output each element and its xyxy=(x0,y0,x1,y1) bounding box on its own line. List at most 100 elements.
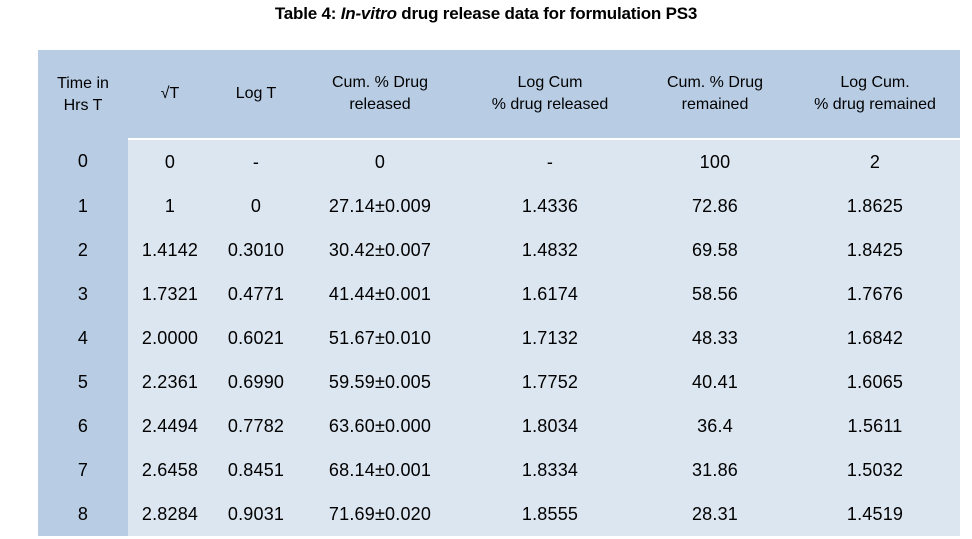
table-cell: - xyxy=(460,138,640,184)
table-caption: Table 4: In-vitro drug release data for … xyxy=(0,4,972,24)
column-header-cum-drug-remained: Cum. % Drug remained xyxy=(640,50,790,139)
table-cell: 2.4494 xyxy=(128,404,212,448)
column-header-log-cum-drug-released: Log Cum % drug released xyxy=(460,50,640,139)
caption-suffix: drug release data for formulation PS3 xyxy=(396,4,698,23)
table-cell: 1.8334 xyxy=(460,448,640,492)
header-line: Log Cum. xyxy=(840,74,910,92)
table-header: Time in Hrs T √T Log T Cum. % Drug relea… xyxy=(38,50,960,139)
header-line: Log T xyxy=(235,85,277,103)
table-cell: 1.5032 xyxy=(790,448,960,492)
table-cell: 1.8034 xyxy=(460,404,640,448)
column-header-sqrt-t: √T xyxy=(128,50,212,139)
table-row: 8 2.8284 0.9031 71.69±0.020 1.8555 28.31 1.451… xyxy=(38,492,960,536)
table-cell: 69.58 xyxy=(640,228,790,272)
header-line: Time in xyxy=(57,74,109,92)
table-cell: 51.67±0.010 xyxy=(300,316,460,360)
row-header-cell: 3 xyxy=(38,272,128,316)
table-row: 7 2.6458 0.8451 68.14±0.001 1.8334 31.86 1.503… xyxy=(38,448,960,492)
table-row: 6 2.4494 0.7782 63.60±0.000 1.8034 36.4 1.5611 xyxy=(38,404,960,448)
header-line: released xyxy=(349,96,411,113)
header-line: Cum. % Drug xyxy=(666,74,764,92)
table-cell: 1.4142 xyxy=(128,228,212,272)
row-header-cell: 6 xyxy=(38,404,128,448)
table-cell: 0.8451 xyxy=(212,448,300,492)
table-cell: 2.2361 xyxy=(128,360,212,404)
table-cell: 1 xyxy=(128,184,212,228)
table-cell: 0.4771 xyxy=(212,272,300,316)
header-row: Time in Hrs T √T Log T Cum. % Drug relea… xyxy=(38,50,960,139)
table-row: 1 1 0 27.14±0.009 1.4336 72.86 1.8625 xyxy=(38,184,960,228)
table-cell: 71.69±0.020 xyxy=(300,492,460,536)
table-cell: 59.59±0.005 xyxy=(300,360,460,404)
table-cell: 1.4336 xyxy=(460,184,640,228)
header-line: Cum. % Drug xyxy=(331,74,429,92)
column-header-log-t: Log T xyxy=(212,50,300,139)
column-header-log-cum-drug-remained: Log Cum. % drug remained xyxy=(790,50,960,139)
table-row: 0 0-0-100 2 xyxy=(38,138,960,184)
row-header-cell: 1 xyxy=(38,184,128,228)
table-cell: 68.14±0.001 xyxy=(300,448,460,492)
row-header-cell: 5 xyxy=(38,360,128,404)
table-cell: 1.7321 xyxy=(128,272,212,316)
table-cell: 0.6990 xyxy=(212,360,300,404)
table-cell: 0 xyxy=(212,184,300,228)
table-cell: 1.4832 xyxy=(460,228,640,272)
table-cell: 63.60±0.000 xyxy=(300,404,460,448)
table-cell: 0.7782 xyxy=(212,404,300,448)
column-header-cum-drug-released: Cum. % Drug released xyxy=(300,50,460,139)
table-cell: 0.3010 xyxy=(212,228,300,272)
table-cell: 100 xyxy=(640,138,790,184)
header-line: Hrs T xyxy=(63,96,103,114)
table-cell: 0 xyxy=(300,138,460,184)
table-cell: 1.5611 xyxy=(790,404,960,448)
table-cell: 72.86 xyxy=(640,184,790,228)
table-cell: 1.7132 xyxy=(460,316,640,360)
table-cell: 1.8625 xyxy=(790,184,960,228)
table-cell: 1.6174 xyxy=(460,272,640,316)
table-cell: 2.0000 xyxy=(128,316,212,360)
header-line: remained xyxy=(681,96,749,113)
row-header-cell: 8 xyxy=(38,492,128,536)
table-row: 5 2.2361 0.6990 59.59±0.005 1.7752 40.41 1.606… xyxy=(38,360,960,404)
caption-italic-term: In-vitro xyxy=(340,4,397,23)
header-line: √T xyxy=(160,85,180,103)
table-cell: 2.8284 xyxy=(128,492,212,536)
table-cell: 30.42±0.007 xyxy=(300,228,460,272)
row-header-cell: 2 xyxy=(38,228,128,272)
table-cell: 58.56 xyxy=(640,272,790,316)
table-cell: 41.44±0.001 xyxy=(300,272,460,316)
table-cell: 0 xyxy=(128,138,212,184)
table-row: 4 2.0000 0.6021 51.67±0.010 1.7132 48.33 1.684… xyxy=(38,316,960,360)
caption-prefix: Table 4: xyxy=(274,4,341,23)
table-cell: 1.6065 xyxy=(790,360,960,404)
table-cell: 1.4519 xyxy=(790,492,960,536)
row-header-cell: 4 xyxy=(38,316,128,360)
table-cell: 1.8425 xyxy=(790,228,960,272)
table-cell: 0.6021 xyxy=(212,316,300,360)
header-line: Log Cum xyxy=(517,74,583,92)
table-cell: - xyxy=(212,138,300,184)
header-line: % drug remained xyxy=(814,96,936,113)
table-cell: 1.6842 xyxy=(790,316,960,360)
table-cell: 1.8555 xyxy=(460,492,640,536)
table-row: 2 1.4142 0.3010 30.42±0.007 1.4832 69.58 1.842… xyxy=(38,228,960,272)
table-cell: 40.41 xyxy=(640,360,790,404)
table-body: 0 0-0-100 2 1 1 0 27.14±0.009 1.4336 72.86 1.8625… xyxy=(38,138,960,536)
table-cell: 1.7676 xyxy=(790,272,960,316)
table-cell: 0.9031 xyxy=(212,492,300,536)
header-line: % drug released xyxy=(491,96,609,113)
table-cell: 2.6458 xyxy=(128,448,212,492)
table-cell: 31.86 xyxy=(640,448,790,492)
table-cell: 2 xyxy=(790,138,960,184)
table-cell: 48.33 xyxy=(640,316,790,360)
table-cell: 28.31 xyxy=(640,492,790,536)
column-header-time: Time in Hrs T xyxy=(38,50,128,139)
table-cell: 27.14±0.009 xyxy=(300,184,460,228)
row-header-cell: 0 xyxy=(38,139,128,184)
table-row: 3 1.7321 0.4771 41.44±0.001 1.6174 58.56 1.767… xyxy=(38,272,960,316)
table-cell: 36.4 xyxy=(640,404,790,448)
drug-release-table: Time in Hrs T √T Log T Cum. % Drug relea… xyxy=(38,50,960,536)
row-header-cell: 7 xyxy=(38,448,128,492)
table-cell: 1.7752 xyxy=(460,360,640,404)
